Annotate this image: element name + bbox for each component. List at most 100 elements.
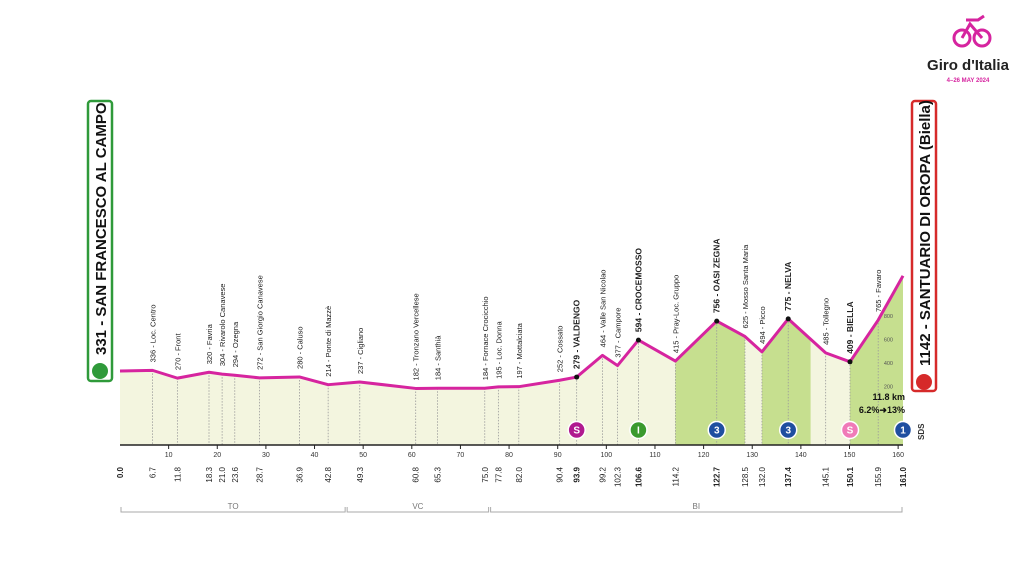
- sprint-marker-label: 3: [785, 426, 791, 437]
- sprint-marker: [629, 420, 648, 440]
- sprint-marker: [567, 420, 586, 440]
- waypoint-label: 195 - Loc. Donna: [494, 321, 503, 379]
- waypoint-label: 184 - Santhià: [434, 335, 443, 380]
- sprint-marker: [778, 420, 798, 440]
- waypoint-label: 252 - Cossato: [556, 326, 565, 373]
- logo-title: Giro d'Italia: [927, 57, 1010, 74]
- logo: Giro d'Italia 4–26 MAY 2024: [927, 14, 1010, 84]
- x-tick-label: 70: [457, 452, 465, 459]
- logo-wheel: [952, 28, 972, 48]
- waypoint-label: 377 - Campore: [614, 308, 623, 358]
- x-tick-label: 50: [359, 452, 367, 459]
- waypoint-dot: [847, 359, 853, 365]
- km-label: 114.2: [671, 466, 680, 486]
- x-tick-label: 10: [165, 452, 173, 459]
- waypoint-label: 304 - Rivarolo Canavese: [218, 284, 227, 367]
- annotation-gradient: 6.2%➜13%: [859, 405, 905, 415]
- y-tick-label: 600: [884, 337, 893, 343]
- km-label: 42.8: [324, 466, 333, 482]
- km-label: 90.4: [556, 466, 565, 482]
- profile-line: [119, 275, 905, 390]
- km-label: 23.6: [231, 466, 240, 482]
- sprint-marker-label: 3: [714, 426, 720, 437]
- finish-box: [910, 99, 938, 393]
- km-label: 77.8: [494, 466, 503, 482]
- km-label: 6.7: [149, 466, 158, 478]
- start-box: [86, 99, 114, 383]
- logo-frame: [960, 14, 985, 39]
- km-label: 145.1: [822, 466, 831, 487]
- region-label: VC: [412, 502, 423, 511]
- waypoint-label: 756 - OASI ZEGNA: [712, 238, 722, 313]
- sprint-marker-label: S: [573, 426, 580, 437]
- logo-wheel: [972, 28, 992, 48]
- km-label: 150.1: [846, 466, 855, 487]
- finish-label: 1142 - SANTUARIO DI OROPA (Biella): [917, 100, 934, 366]
- sprint-marker: [707, 420, 726, 440]
- km-label: 106.6: [634, 466, 643, 487]
- km-label: 99.2: [598, 466, 607, 482]
- waypoint-label: 485 - Tollegno: [822, 298, 831, 345]
- km-label: 128.5: [741, 466, 750, 487]
- km-label: 102.3: [614, 466, 623, 487]
- waypoint-label: 272 - San Giorgio Canavese: [256, 275, 265, 370]
- waypoint-label: 336 - Loc. Centro: [149, 304, 158, 362]
- waypoint-label: 197 - Mottalciata: [515, 322, 524, 378]
- waypoint-label: 270 - Front: [173, 333, 182, 371]
- sprint-marker-label: S: [847, 426, 854, 437]
- x-tick-label: 40: [311, 452, 319, 459]
- x-tick-label: 60: [408, 452, 416, 459]
- km-label: 36.9: [295, 466, 304, 482]
- x-tick-label: 20: [213, 452, 221, 459]
- waypoint-label: 464 - Valle San Nicolao: [598, 270, 607, 348]
- km-label: 82.0: [515, 466, 524, 482]
- x-tick-label: 90: [554, 452, 562, 459]
- annotation-distance: 11.8 km: [872, 392, 905, 402]
- waypoint-label: 280 - Caluso: [295, 326, 304, 369]
- y-tick-label: 200: [884, 384, 893, 390]
- waypoint-label: 494 - Picco: [758, 306, 767, 344]
- km-label: 122.7: [713, 466, 722, 487]
- x-tick-label: 160: [892, 452, 904, 459]
- region-label: TO: [228, 502, 239, 511]
- region-bracket: [120, 507, 346, 513]
- plot: 10 20 30 40 50 60 70 80 90 100 110 120 130 140 150 160 2…: [116, 238, 926, 513]
- x-tick-label: 120: [698, 452, 710, 459]
- y-tick-label: 400: [884, 361, 893, 367]
- x-tick-label: 130: [746, 452, 758, 459]
- waypoint-dot: [635, 337, 641, 343]
- km-label: 75.0: [481, 466, 490, 482]
- x-tick-label: 110: [649, 452, 660, 459]
- waypoint-label: 279 - VALDENGO: [572, 299, 582, 369]
- waypoint-label: 409 - BIELLA: [845, 301, 855, 353]
- waypoint-label: 182 - Tronzano Vercellese: [412, 293, 421, 380]
- waypoint-label: 237 - Cigliano: [356, 328, 365, 374]
- side-note: SDS: [917, 423, 926, 440]
- waypoint-label: 765 - Favaro: [874, 270, 883, 313]
- x-tick-label: 140: [795, 452, 807, 459]
- finish-sign: 1142 - SANTUARIO DI OROPA (Biella): [910, 99, 938, 393]
- km-label: 60.8: [412, 466, 421, 482]
- km-label: 49.3: [356, 466, 365, 482]
- x-tick-label: 100: [600, 452, 612, 459]
- waypoint-dot: [574, 374, 580, 380]
- waypoint-dot: [785, 316, 791, 322]
- sprint-marker-label: 1: [900, 426, 906, 437]
- start-label: 331 - SAN FRANCESCO AL CAMPO: [93, 102, 110, 355]
- logo-dates: 4–26 MAY 2024: [947, 78, 990, 84]
- climb-area: [675, 321, 745, 445]
- climb-area: [849, 275, 903, 445]
- km-label: 93.9: [573, 466, 582, 482]
- waypoint-label: 415 - Pray-Loc. Gruppo: [671, 275, 680, 353]
- climb-area: [761, 318, 811, 445]
- start-icon: [92, 363, 108, 379]
- km-label: 18.3: [205, 466, 214, 482]
- x-tick-label: 80: [505, 452, 513, 459]
- region-label: BI: [693, 502, 701, 511]
- x-tick-label: 150: [844, 452, 856, 459]
- y-tick-label: 800: [884, 314, 893, 320]
- waypoint-label: 625 - Mosso Santa Maria: [741, 244, 750, 329]
- waypoint-label: 594 - CROCEMOSSO: [633, 248, 643, 332]
